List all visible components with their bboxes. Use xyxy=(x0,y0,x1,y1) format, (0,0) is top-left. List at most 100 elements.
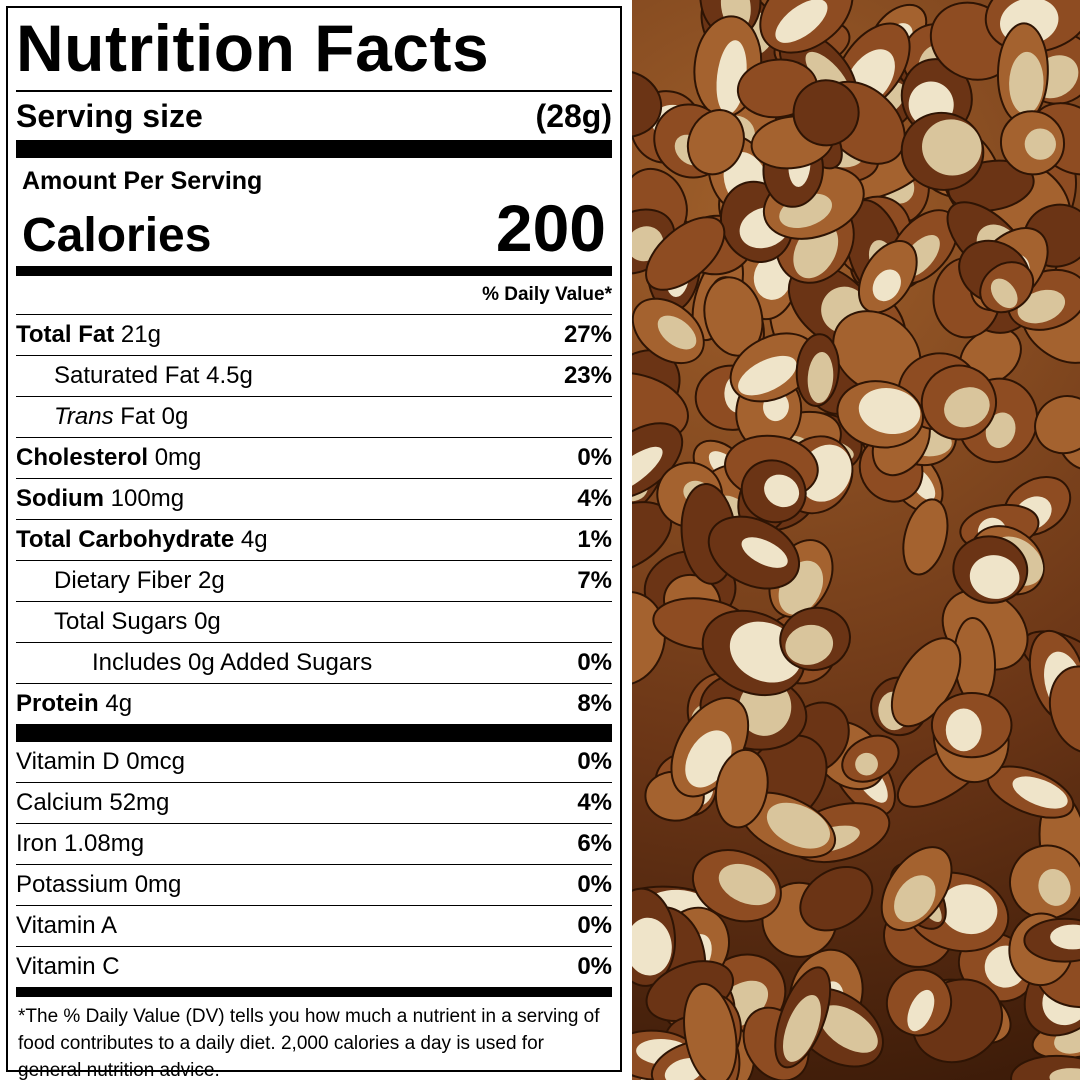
nut-chunk xyxy=(691,849,782,923)
nut-chunk xyxy=(1023,917,1080,963)
vitamin-name: Vitamin A xyxy=(16,912,117,939)
nut-chunk xyxy=(1048,665,1080,754)
nut-chunk xyxy=(999,110,1066,176)
nutrient-name: Trans xyxy=(54,403,114,430)
nut-chunk xyxy=(979,261,1035,314)
nut-chunk xyxy=(799,866,874,932)
nut-chunk xyxy=(1034,395,1080,455)
daily-value-header: % Daily Value* xyxy=(482,284,612,305)
nutrient-dv: 0% xyxy=(577,444,612,471)
nut-chunk xyxy=(841,734,900,783)
calories-row: Calories 200 xyxy=(16,191,612,265)
serving-size-label: Serving size xyxy=(16,98,203,134)
nut-chunk xyxy=(632,887,677,987)
serving-size-row: Serving size (28g) xyxy=(16,90,612,140)
nutrient-amount: 0mg xyxy=(154,444,202,471)
nutrient-row: Total Sugars 0g xyxy=(16,601,612,642)
nut-chunk xyxy=(902,498,949,576)
nutrient-row: Protein 4g 8% xyxy=(16,683,612,724)
vitamin-row: Calcium 52mg 4% xyxy=(16,782,612,823)
vitamin-row: Potassium 0mg 0% xyxy=(16,864,612,905)
nutrient-dv: 0% xyxy=(577,649,612,676)
nutrient-dv: 7% xyxy=(577,567,612,594)
nut-chunk xyxy=(885,968,953,1037)
nut-chunk xyxy=(890,637,962,728)
nut-chunk xyxy=(996,22,1049,124)
nut-chunk xyxy=(779,606,851,671)
nutrient-dv: 4% xyxy=(577,485,612,512)
vitamin-dv: 0% xyxy=(577,871,612,898)
nutrient-amount: 2g xyxy=(198,567,225,594)
nutrient-amount: 0g xyxy=(194,608,221,635)
vitamin-row: Vitamin C 0% xyxy=(16,946,612,987)
nutrient-name: Total Fat xyxy=(16,321,115,348)
vitamin-dv: 0% xyxy=(577,748,612,775)
medium-divider xyxy=(16,266,612,276)
vitamin-name: Calcium 52mg xyxy=(16,789,170,816)
nutrient-dv: 27% xyxy=(563,321,612,348)
vitamin-name: Iron 1.08mg xyxy=(16,830,145,857)
nut-chunk xyxy=(1009,844,1080,920)
nutrient-name: Includes 0g Added Sugars xyxy=(92,649,373,676)
nut-chunk xyxy=(836,380,925,449)
brazil-nut-photo xyxy=(632,0,1080,1080)
nutrient-row: Includes 0g Added Sugars 0% xyxy=(16,642,612,683)
vitamin-dv: 0% xyxy=(577,953,612,980)
nut-chunk xyxy=(795,333,840,407)
nutrient-amount: Fat 0g xyxy=(120,403,189,430)
nutrient-row: Saturated Fat 4.5g 23% xyxy=(16,355,612,396)
nutrient-row: Total Fat 21g 27% xyxy=(16,314,612,355)
nut-chunk xyxy=(632,69,663,138)
nutrient-amount: 4g xyxy=(105,690,133,717)
vitamin-dv: 0% xyxy=(577,912,612,939)
nutrient-name: Cholesterol xyxy=(16,444,149,471)
nut-chunk xyxy=(740,459,807,524)
nutrient-name: Sodium xyxy=(16,485,104,512)
nutrient-amount: 4.5g xyxy=(206,362,253,389)
label-title: Nutrition Facts xyxy=(16,11,490,85)
calories-value: 200 xyxy=(495,191,606,265)
nutrient-row: Trans Fat 0g xyxy=(16,396,612,437)
nutrient-row: Dietary Fiber 2g 7% xyxy=(16,560,612,601)
vitamin-row: Vitamin D 0mcg 0% xyxy=(16,742,612,782)
nut-chunk xyxy=(683,982,738,1080)
thick-divider xyxy=(16,724,612,742)
vitamin-name: Vitamin C xyxy=(16,953,120,980)
amount-per-serving: Amount Per Serving xyxy=(22,167,263,195)
nutrient-row: Sodium 100mg 4% xyxy=(16,478,612,519)
nutrient-name: Protein xyxy=(16,690,99,717)
vitamin-row: Vitamin A 0% xyxy=(16,905,612,946)
nut-chunk xyxy=(707,515,801,590)
nutrient-row: Cholesterol 0mg 0% xyxy=(16,437,612,478)
nut-chunk xyxy=(714,748,769,829)
vitamin-dv: 6% xyxy=(577,830,612,857)
nutrient-name: Saturated Fat xyxy=(54,362,200,389)
vitamin-row: Iron 1.08mg 6% xyxy=(16,823,612,864)
nut-chunk xyxy=(930,691,1013,759)
nutrient-amount: 100mg xyxy=(110,485,185,512)
nutrition-facts-label: Nutrition Facts Serving size (28g) Amoun… xyxy=(6,6,622,1081)
daily-value-footnote: *The % Daily Value (DV) tells you how mu… xyxy=(18,1006,600,1081)
calories-label: Calories xyxy=(22,209,212,262)
vitamin-dv: 4% xyxy=(577,789,612,816)
nut-pile-illustration xyxy=(632,0,1080,1080)
nut-chunk xyxy=(1010,1054,1080,1080)
nutrient-amount: 21g xyxy=(120,321,161,348)
nutrient-name: Total Sugars xyxy=(54,608,188,635)
nutrient-dv: 8% xyxy=(577,690,612,717)
nut-chunk xyxy=(759,0,854,54)
nutrient-name: Total Carbohydrate xyxy=(16,526,235,553)
nut-chunk xyxy=(686,109,745,176)
nutrient-dv: 23% xyxy=(563,362,612,389)
nut-chunk xyxy=(880,846,953,932)
nut-chunk xyxy=(729,332,818,403)
medium-divider xyxy=(16,987,612,997)
nut-chunk xyxy=(792,79,860,147)
vitamin-name: Potassium 0mg xyxy=(16,871,182,898)
thick-divider xyxy=(16,140,612,158)
nut-chunk xyxy=(645,216,726,291)
nut-chunk xyxy=(952,535,1029,604)
nut-chunk xyxy=(632,297,705,365)
nut-chunk xyxy=(857,240,918,314)
nutrient-amount: 4g xyxy=(240,526,268,553)
